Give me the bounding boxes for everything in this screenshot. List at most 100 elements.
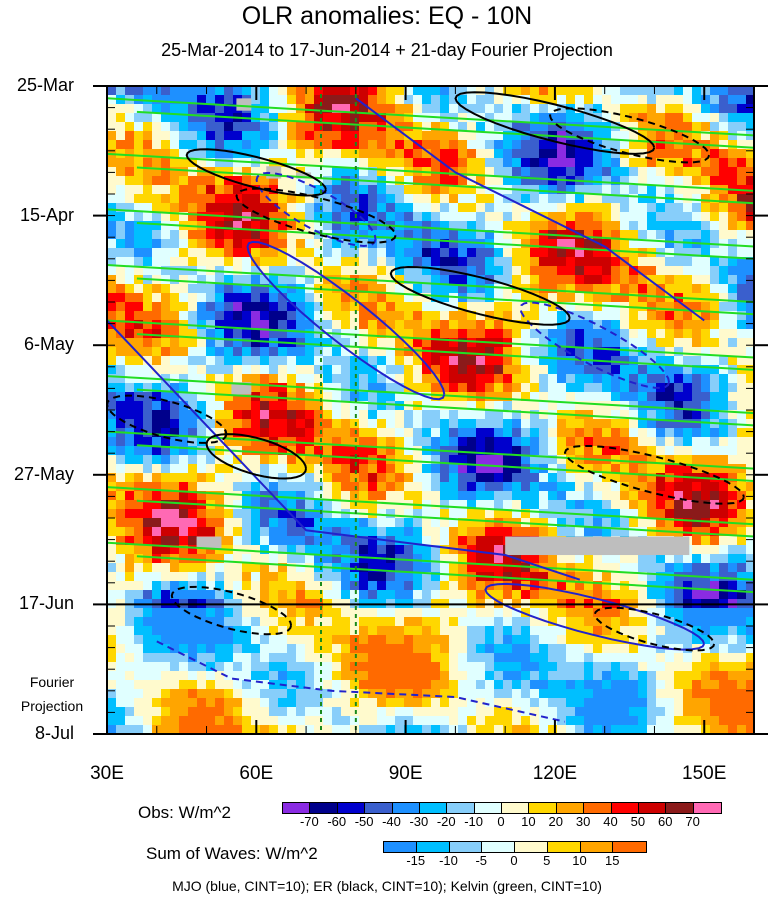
field-cell bbox=[512, 230, 522, 240]
field-cell bbox=[188, 356, 198, 366]
field-cell bbox=[215, 473, 225, 483]
field-cell bbox=[404, 302, 414, 312]
field-cell bbox=[116, 653, 126, 663]
field-cell bbox=[701, 410, 711, 420]
field-cell bbox=[161, 536, 171, 546]
field-cell bbox=[359, 185, 369, 195]
field-cell bbox=[143, 635, 153, 645]
field-cell bbox=[476, 617, 486, 627]
field-cell bbox=[161, 203, 171, 213]
field-cell bbox=[647, 473, 657, 483]
field-cell bbox=[359, 140, 369, 150]
field-cell bbox=[161, 212, 171, 222]
field-cell bbox=[107, 356, 117, 366]
field-cell bbox=[539, 509, 549, 519]
field-cell bbox=[710, 662, 720, 672]
field-cell bbox=[575, 383, 585, 393]
field-cell bbox=[422, 554, 432, 564]
field-cell bbox=[296, 365, 306, 375]
field-cell bbox=[521, 347, 531, 357]
field-cell bbox=[233, 266, 243, 276]
field-cell bbox=[197, 698, 207, 708]
field-cell bbox=[413, 473, 423, 483]
field-cell bbox=[440, 644, 450, 654]
field-cell bbox=[575, 437, 585, 447]
field-cell bbox=[710, 374, 720, 384]
field-cell bbox=[611, 113, 621, 123]
field-cell bbox=[557, 302, 567, 312]
field-cell bbox=[413, 392, 423, 402]
field-cell bbox=[503, 653, 513, 663]
field-cell bbox=[539, 527, 549, 537]
field-cell bbox=[152, 95, 162, 105]
field-cell bbox=[557, 185, 567, 195]
field-cell bbox=[602, 392, 612, 402]
field-cell bbox=[503, 86, 513, 96]
field-cell bbox=[116, 617, 126, 627]
field-cell bbox=[566, 401, 576, 411]
field-cell bbox=[602, 176, 612, 186]
field-cell bbox=[692, 365, 702, 375]
field-cell bbox=[476, 230, 486, 240]
field-cell bbox=[728, 356, 738, 366]
field-cell bbox=[278, 617, 288, 627]
field-cell bbox=[350, 410, 360, 420]
field-cell bbox=[278, 113, 288, 123]
field-cell bbox=[728, 374, 738, 384]
field-cell bbox=[386, 356, 396, 366]
field-cell bbox=[512, 275, 522, 285]
field-cell bbox=[152, 131, 162, 141]
field-cell bbox=[422, 410, 432, 420]
field-cell bbox=[197, 473, 207, 483]
field-cell bbox=[287, 167, 297, 177]
field-cell bbox=[143, 239, 153, 249]
field-cell bbox=[314, 86, 324, 96]
field-cell bbox=[530, 527, 540, 537]
field-cell bbox=[350, 149, 360, 159]
field-cell bbox=[242, 374, 252, 384]
field-cell bbox=[260, 194, 270, 204]
field-cell bbox=[647, 302, 657, 312]
field-cell bbox=[179, 608, 189, 618]
field-cell bbox=[404, 689, 414, 699]
field-cell bbox=[638, 158, 648, 168]
field-cell bbox=[422, 626, 432, 636]
field-cell bbox=[260, 167, 270, 177]
field-cell bbox=[638, 95, 648, 105]
field-cell bbox=[431, 185, 441, 195]
field-cell bbox=[125, 518, 135, 528]
field-cell bbox=[395, 545, 405, 555]
field-cell bbox=[476, 194, 486, 204]
field-cell bbox=[314, 185, 324, 195]
field-cell bbox=[710, 653, 720, 663]
field-cell bbox=[548, 302, 558, 312]
field-cell bbox=[602, 500, 612, 510]
field-cell bbox=[134, 221, 144, 231]
field-cell bbox=[530, 275, 540, 285]
field-cell bbox=[737, 311, 747, 321]
field-cell bbox=[737, 284, 747, 294]
field-cell bbox=[152, 581, 162, 591]
field-cell bbox=[620, 383, 630, 393]
field-cell bbox=[179, 293, 189, 303]
field-cell bbox=[134, 581, 144, 591]
field-cell bbox=[206, 347, 216, 357]
field-cell bbox=[431, 608, 441, 618]
field-cell bbox=[467, 509, 477, 519]
field-cell bbox=[224, 482, 234, 492]
field-cell bbox=[368, 401, 378, 411]
field-cell bbox=[638, 365, 648, 375]
field-cell bbox=[431, 689, 441, 699]
field-cell bbox=[323, 554, 333, 564]
field-cell bbox=[494, 653, 504, 663]
field-cell bbox=[368, 347, 378, 357]
field-cell bbox=[647, 653, 657, 663]
field-cell bbox=[656, 131, 666, 141]
field-cell bbox=[197, 374, 207, 384]
field-cell bbox=[305, 572, 315, 582]
field-cell bbox=[251, 581, 261, 591]
field-cell bbox=[521, 617, 531, 627]
field-cell bbox=[710, 671, 720, 681]
field-cell bbox=[233, 356, 243, 366]
field-cell bbox=[125, 383, 135, 393]
